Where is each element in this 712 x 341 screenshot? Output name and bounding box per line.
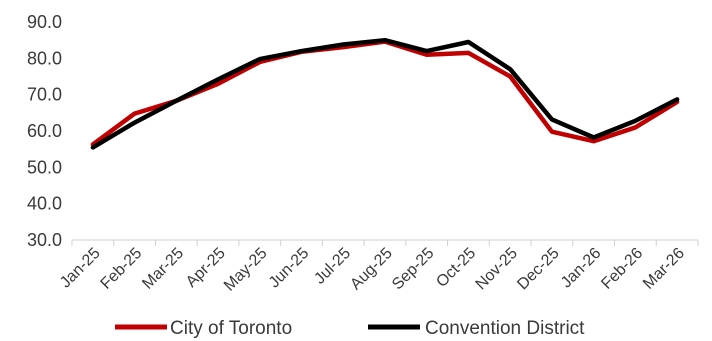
x-axis: Jan-25Feb-25Mar-25Apr-25May-25Jun-25Jul-… <box>57 239 699 295</box>
legend-label: City of Toronto <box>170 318 292 339</box>
x-tick-label: Jan-26 <box>558 245 605 292</box>
x-tick-label: May-25 <box>221 245 271 295</box>
x-tick-label: Dec-25 <box>514 245 563 294</box>
y-tick-label: 70.0 <box>27 85 62 105</box>
x-tick-label: Jun-25 <box>266 245 313 292</box>
series-line-convention-district <box>90 37 680 150</box>
x-tick-label: Nov-25 <box>473 245 522 294</box>
y-axis: 30.0 40.0 50.0 60.0 70.0 80.0 90.0 <box>27 12 62 250</box>
y-tick-label: 50.0 <box>27 157 62 177</box>
x-tick-label: Mar-25 <box>139 245 187 293</box>
y-tick-label: 30.0 <box>27 230 62 250</box>
y-tick-label: 40.0 <box>27 194 62 214</box>
series-line-city-of-toronto <box>90 39 680 147</box>
y-tick-label: 80.0 <box>27 48 62 68</box>
y-tick-label: 90.0 <box>27 12 62 32</box>
x-tick-label: Aug-25 <box>347 245 396 294</box>
series-layer <box>90 37 680 150</box>
x-tick-label: Feb-25 <box>98 245 146 293</box>
legend-label: Convention District <box>425 318 585 339</box>
x-tick-label: Oct-25 <box>433 245 479 291</box>
x-tick-label: Mar-26 <box>640 245 688 293</box>
y-tick-label: 60.0 <box>27 121 62 141</box>
x-tick-label: Sep-25 <box>389 245 438 294</box>
x-tick-label: Feb-26 <box>598 245 646 293</box>
legend: City of Toronto Convention District <box>115 318 585 339</box>
x-tick-label: Jan-25 <box>57 245 104 292</box>
